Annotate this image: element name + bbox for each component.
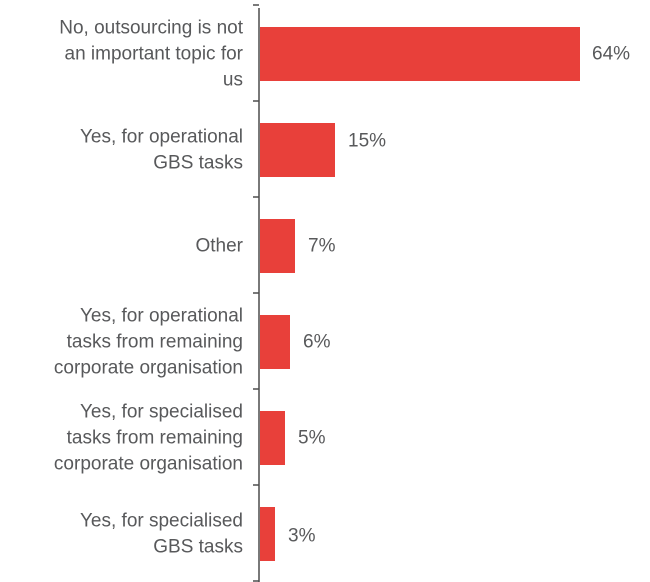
value-labels: 64% 15% 7% 6% 5% 3%	[288, 44, 630, 547]
category-label-line: Yes, for operational	[80, 127, 243, 148]
bar	[260, 123, 335, 177]
category-label-line: Yes, for operational	[80, 306, 243, 327]
category-label-line: GBS tasks	[153, 153, 243, 174]
data-label: 15%	[348, 131, 386, 152]
category-label-line: corporate organisation	[54, 454, 243, 475]
bar	[260, 411, 285, 465]
bar	[260, 507, 275, 561]
bar	[260, 27, 580, 81]
category-label: Yes, for operational GBS tasks	[80, 127, 243, 174]
axis-ticks	[253, 4, 259, 582]
bars	[260, 27, 580, 561]
category-label-line: No, outsourcing is not	[59, 18, 243, 39]
data-label: 7%	[308, 236, 336, 257]
category-label-line: an important topic for	[65, 44, 244, 65]
category-label: Yes, for specialised GBS tasks	[80, 511, 243, 558]
bar	[260, 315, 290, 369]
data-label: 64%	[592, 44, 630, 65]
data-label: 6%	[303, 332, 331, 353]
category-label: No, outsourcing is not an important topic…	[59, 18, 243, 91]
category-label: Other	[195, 236, 243, 257]
category-label-line: tasks from remaining	[67, 428, 243, 449]
category-label-line: tasks from remaining	[67, 332, 243, 353]
category-labels: No, outsourcing is not an important topic…	[54, 18, 244, 558]
data-label: 3%	[288, 526, 316, 547]
category-label-line: Yes, for specialised	[80, 511, 243, 532]
category-label-line: us	[223, 70, 243, 91]
category-label-line: Other	[195, 236, 243, 257]
category-label: Yes, for operational tasks from remaining…	[54, 306, 243, 379]
category-label: Yes, for specialised tasks from remaining…	[54, 402, 243, 475]
data-label: 5%	[298, 428, 326, 449]
category-label-line: Yes, for specialised	[80, 402, 243, 423]
bar	[260, 219, 295, 273]
category-label-line: corporate organisation	[54, 358, 243, 379]
category-label-line: GBS tasks	[153, 537, 243, 558]
